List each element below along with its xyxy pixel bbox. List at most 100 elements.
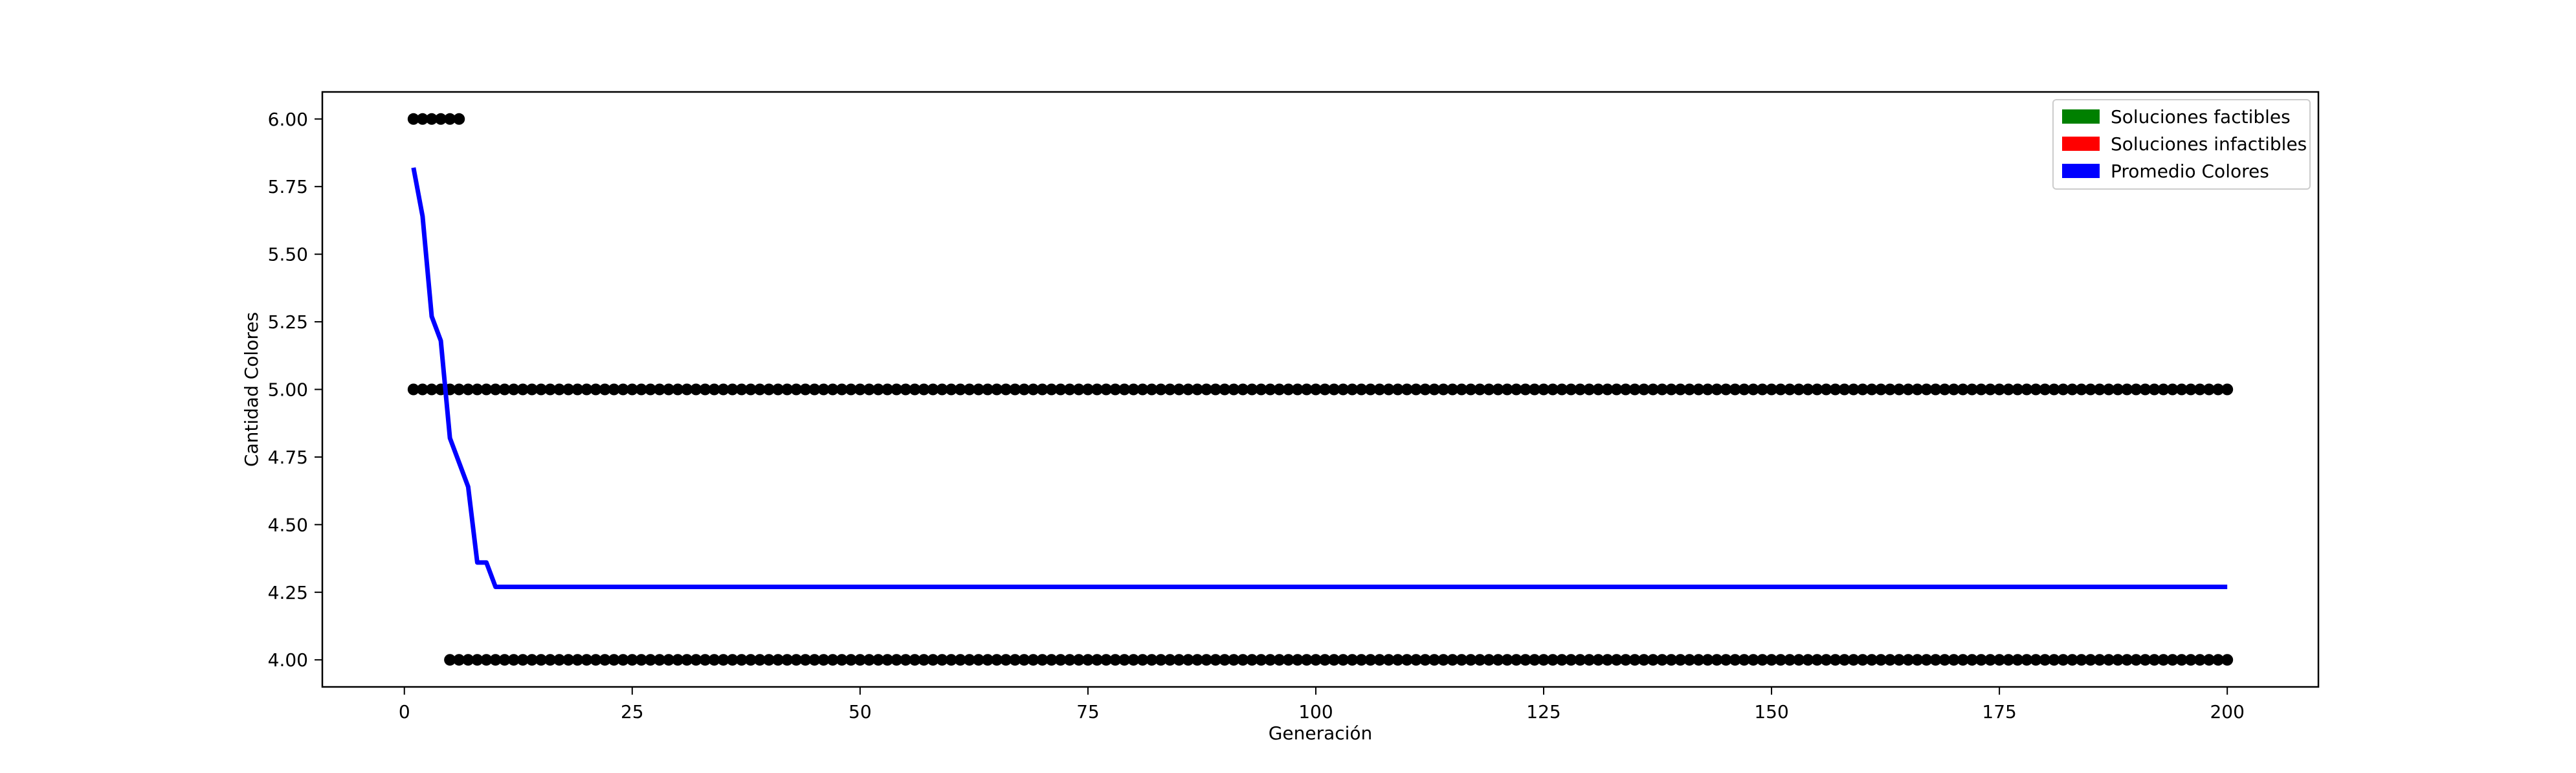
scatter-point	[1601, 383, 1614, 396]
scatter-point	[927, 383, 939, 396]
scatter-point	[1146, 654, 1158, 666]
scatter-point	[1665, 654, 1678, 666]
scatter-point	[1063, 383, 1076, 396]
scatter-point	[690, 654, 702, 666]
scatter-point	[1729, 654, 1741, 666]
scatter-point	[1702, 383, 1714, 396]
scatter-point	[663, 383, 675, 396]
scatter-point	[1109, 654, 1122, 666]
scatter-point	[2012, 654, 2024, 666]
scatter-point	[1565, 654, 1577, 666]
scatter-point	[1054, 383, 1067, 396]
scatter-point	[1428, 654, 1441, 666]
scatter-point	[2094, 654, 2106, 666]
scatter-point	[1775, 383, 1787, 396]
scatter-point	[498, 383, 511, 396]
scatter-point	[991, 654, 1003, 666]
scatter-point	[1610, 383, 1623, 396]
scatter-point	[2121, 383, 2133, 396]
scatter-point	[891, 383, 903, 396]
scatter-point	[735, 654, 748, 666]
scatter-point	[708, 383, 720, 396]
scatter-point	[2121, 654, 2133, 666]
scatter-point	[1592, 383, 1604, 396]
scatter-point	[1027, 383, 1039, 396]
scatter-point	[1355, 654, 1368, 666]
scatter-point	[1957, 383, 1969, 396]
scatter-point	[1893, 654, 1905, 666]
scatter-point	[1729, 383, 1741, 396]
scatter-point	[982, 654, 994, 666]
scatter-point	[1036, 654, 1049, 666]
scatter-point	[1547, 383, 1559, 396]
scatter-point	[2193, 654, 2206, 666]
scatter-point	[507, 654, 520, 666]
scatter-point	[854, 654, 866, 666]
scatter-point	[1647, 654, 1659, 666]
scatter-point	[1109, 383, 1122, 396]
scatter-point	[1711, 383, 1723, 396]
scatter-point	[2212, 383, 2225, 396]
scatter-point	[1045, 654, 1058, 666]
y-axis-label: Cantidad Colores	[241, 312, 262, 467]
scatter-point	[726, 654, 738, 666]
scatter-point	[817, 383, 830, 396]
scatter-point	[1191, 654, 1203, 666]
scatter-point	[1820, 654, 1832, 666]
scatter-point	[1592, 654, 1604, 666]
scatter-point	[2039, 654, 2051, 666]
scatter-point	[1082, 383, 1094, 396]
legend-label: Soluciones factibles	[2111, 106, 2291, 128]
scatter-point	[1693, 654, 1705, 666]
scatter-point	[1246, 654, 1258, 666]
scatter-point	[1784, 383, 1796, 396]
scatter-point	[717, 383, 729, 396]
scatter-point	[2103, 383, 2115, 396]
scatter-point	[763, 654, 775, 666]
scatter-point	[1820, 383, 1832, 396]
scatter-point	[1619, 654, 1632, 666]
scatter-point	[1911, 383, 1924, 396]
scatter-point	[1583, 654, 1595, 666]
scatter-point	[572, 383, 584, 396]
scatter-point	[1392, 654, 1404, 666]
scatter-point	[507, 383, 520, 396]
scatter-point	[1975, 654, 1987, 666]
scatter-point	[2112, 383, 2124, 396]
scatter-point	[1647, 383, 1659, 396]
scatter-point	[544, 383, 557, 396]
scatter-point	[1501, 383, 1513, 396]
scatter-point	[1838, 383, 1850, 396]
scatter-point	[1856, 383, 1869, 396]
scatter-point	[781, 654, 794, 666]
scatter-point	[1766, 383, 1778, 396]
y-tick-label: 4.75	[268, 447, 308, 468]
scatter-point	[1474, 654, 1486, 666]
legend-box	[2052, 99, 2311, 190]
scatter-point	[1228, 383, 1240, 396]
scatter-point	[963, 654, 975, 666]
scatter-point	[1865, 383, 1878, 396]
x-axis: 0 25 50 75 100 125 150 175 200	[399, 687, 2245, 723]
scatter-point	[1118, 654, 1131, 666]
scatter-point	[2048, 654, 2060, 666]
scatter-point	[1984, 654, 1997, 666]
scatter-point	[1127, 654, 1140, 666]
scatter-point	[617, 383, 629, 396]
x-tick-label: 175	[1982, 701, 2016, 723]
scatter-point	[1146, 383, 1158, 396]
scatter-point	[1410, 383, 1422, 396]
scatter-point	[1137, 383, 1149, 396]
scatter-point	[1802, 383, 1814, 396]
scatter-point	[1255, 654, 1267, 666]
scatter-point	[1628, 654, 1641, 666]
scatter-point	[626, 383, 638, 396]
scatter-point	[562, 654, 575, 666]
scatter-point	[708, 654, 720, 666]
scatter-point	[1519, 383, 1531, 396]
scatter-point	[1063, 654, 1076, 666]
y-tick-label: 6.00	[268, 109, 308, 130]
scatter-point	[735, 383, 748, 396]
scatter-point	[1382, 383, 1395, 396]
scatter-point	[1601, 654, 1614, 666]
